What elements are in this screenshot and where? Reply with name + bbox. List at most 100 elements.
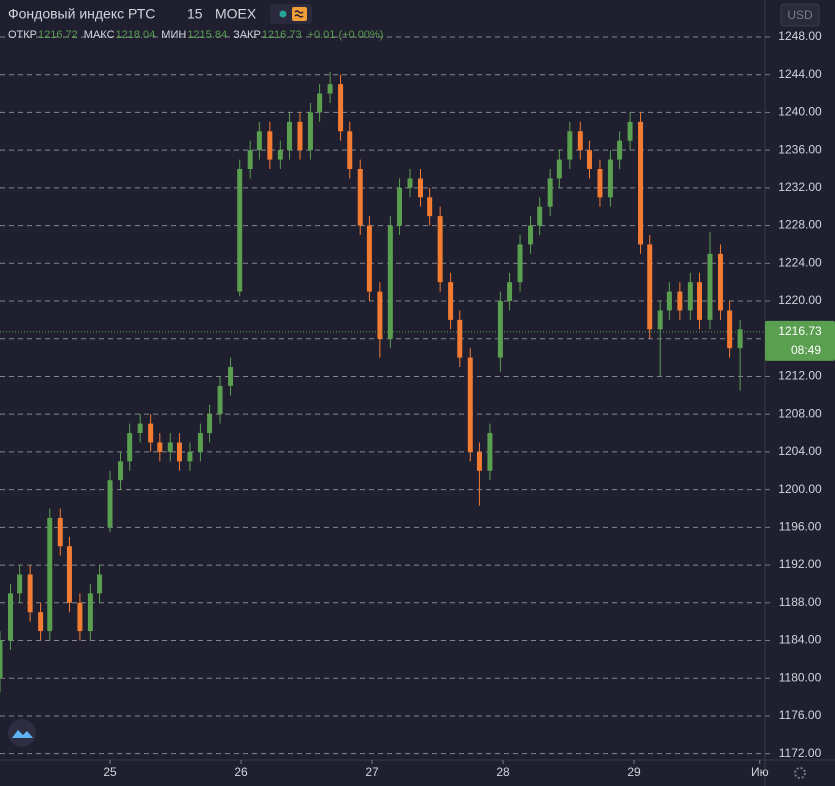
x-tick-label: 26 <box>234 765 248 779</box>
last-price-label: 1216.73 <box>778 324 822 338</box>
legend-high-label: МАКС <box>84 29 115 41</box>
candle-body <box>107 480 113 528</box>
candle-body <box>448 282 454 320</box>
candle-body <box>97 574 103 594</box>
candle-body <box>397 187 403 226</box>
currency-button[interactable] <box>780 3 820 27</box>
candle-body <box>17 574 23 594</box>
x-tick-label: 25 <box>103 765 117 779</box>
candle-body <box>547 178 553 207</box>
candle-body <box>567 131 573 160</box>
candle-body <box>176 442 182 462</box>
candle-body <box>118 461 124 481</box>
y-tick-label: 1212.00 <box>778 369 822 383</box>
candle-body <box>517 244 523 283</box>
candle-body <box>586 150 592 169</box>
x-tick-label: Ию <box>751 765 769 779</box>
candle-body <box>217 385 223 415</box>
candle-body <box>0 640 3 679</box>
x-tick-label: 27 <box>365 765 379 779</box>
candle-body <box>457 319 463 358</box>
status-dot <box>279 10 287 18</box>
candle-body <box>207 414 213 434</box>
candle-body <box>647 244 653 330</box>
y-tick-label: 1184.00 <box>779 633 822 647</box>
logo-badge[interactable] <box>8 719 36 747</box>
candle-body <box>717 253 723 311</box>
last-price-tag <box>765 320 835 361</box>
candle-body <box>556 159 562 179</box>
legend-high: 1218.04 <box>116 29 156 41</box>
y-tick-label: 1188.00 <box>779 595 822 609</box>
candle-body <box>197 433 203 452</box>
y-tick-label: 1208.00 <box>778 406 822 420</box>
candle-body <box>286 121 292 151</box>
y-tick-label: 1240.00 <box>778 105 822 119</box>
candle-body <box>157 442 163 452</box>
candle-body <box>657 310 663 330</box>
legend-low-label: МИН <box>161 29 186 41</box>
exchange: MOEX <box>215 6 257 22</box>
y-tick-label: 1172.00 <box>779 746 822 760</box>
candle-body <box>267 131 273 160</box>
candle-body <box>697 282 703 320</box>
y-tick-label: 1180.00 <box>779 670 822 684</box>
ohlc-legend: ОТКР 1216.72 МАКС 1218.04 МИН 1215.84 ЗАКР 1216… <box>8 29 383 41</box>
candle-body <box>187 451 193 462</box>
y-tick-label: 1176.00 <box>779 708 822 722</box>
y-tick-label: 1196.00 <box>779 520 822 534</box>
y-tick-label: 1224.00 <box>778 255 822 269</box>
candle-body <box>237 168 243 292</box>
candle-body <box>737 329 743 349</box>
candle-body <box>167 442 173 452</box>
candle-body <box>277 150 283 160</box>
delay-icon <box>292 7 307 21</box>
candle-body <box>338 84 344 132</box>
candle-body <box>638 121 644 245</box>
candle-body <box>7 593 13 641</box>
x-tick-label: 28 <box>496 765 510 779</box>
candle-body <box>38 612 44 632</box>
candle-body <box>307 112 313 151</box>
legend-open: 1216.72 <box>38 29 78 41</box>
candle-body <box>417 178 423 198</box>
y-tick-label: 1192.00 <box>779 557 822 571</box>
candle-body <box>677 291 683 311</box>
legend-close: 1216.73 <box>262 29 302 41</box>
y-tick-label: 1228.00 <box>778 218 822 232</box>
candle-body <box>347 131 353 169</box>
legend-low: 1215.84 <box>187 29 227 41</box>
candle-body <box>247 150 253 169</box>
legend-open-label: ОТКР <box>8 29 37 41</box>
candle-body <box>297 121 303 151</box>
candle-body <box>366 225 372 292</box>
delay-icon-glyph <box>294 10 304 18</box>
legend-close-label: ЗАКР <box>233 29 261 41</box>
axis-layer: 1172.00 1176.00 1180.00 1184.00 1188.00 1192.… <box>0 29 835 779</box>
last-time-label: 08:49 <box>791 343 821 357</box>
candle-body <box>427 197 433 217</box>
candle-body <box>467 357 473 452</box>
candle-body <box>357 168 363 226</box>
candle-body <box>148 423 154 443</box>
candle-body <box>387 225 393 339</box>
currency: USD <box>787 8 813 22</box>
candle-body <box>507 282 513 302</box>
candle-body <box>57 517 63 547</box>
candle-body <box>687 282 693 311</box>
candle-body <box>87 593 93 632</box>
candle-body <box>77 602 83 632</box>
settings-icon[interactable] <box>794 767 806 779</box>
candle-body <box>377 291 383 339</box>
candle-body <box>476 451 482 471</box>
candle-body <box>407 178 413 188</box>
candle-body <box>727 310 733 349</box>
y-tick-label: 1236.00 <box>778 142 822 156</box>
candle-body <box>597 168 603 198</box>
y-tick-label: 1232.00 <box>778 180 822 194</box>
interval[interactable]: 15 <box>187 6 203 22</box>
candle-body <box>666 291 672 311</box>
